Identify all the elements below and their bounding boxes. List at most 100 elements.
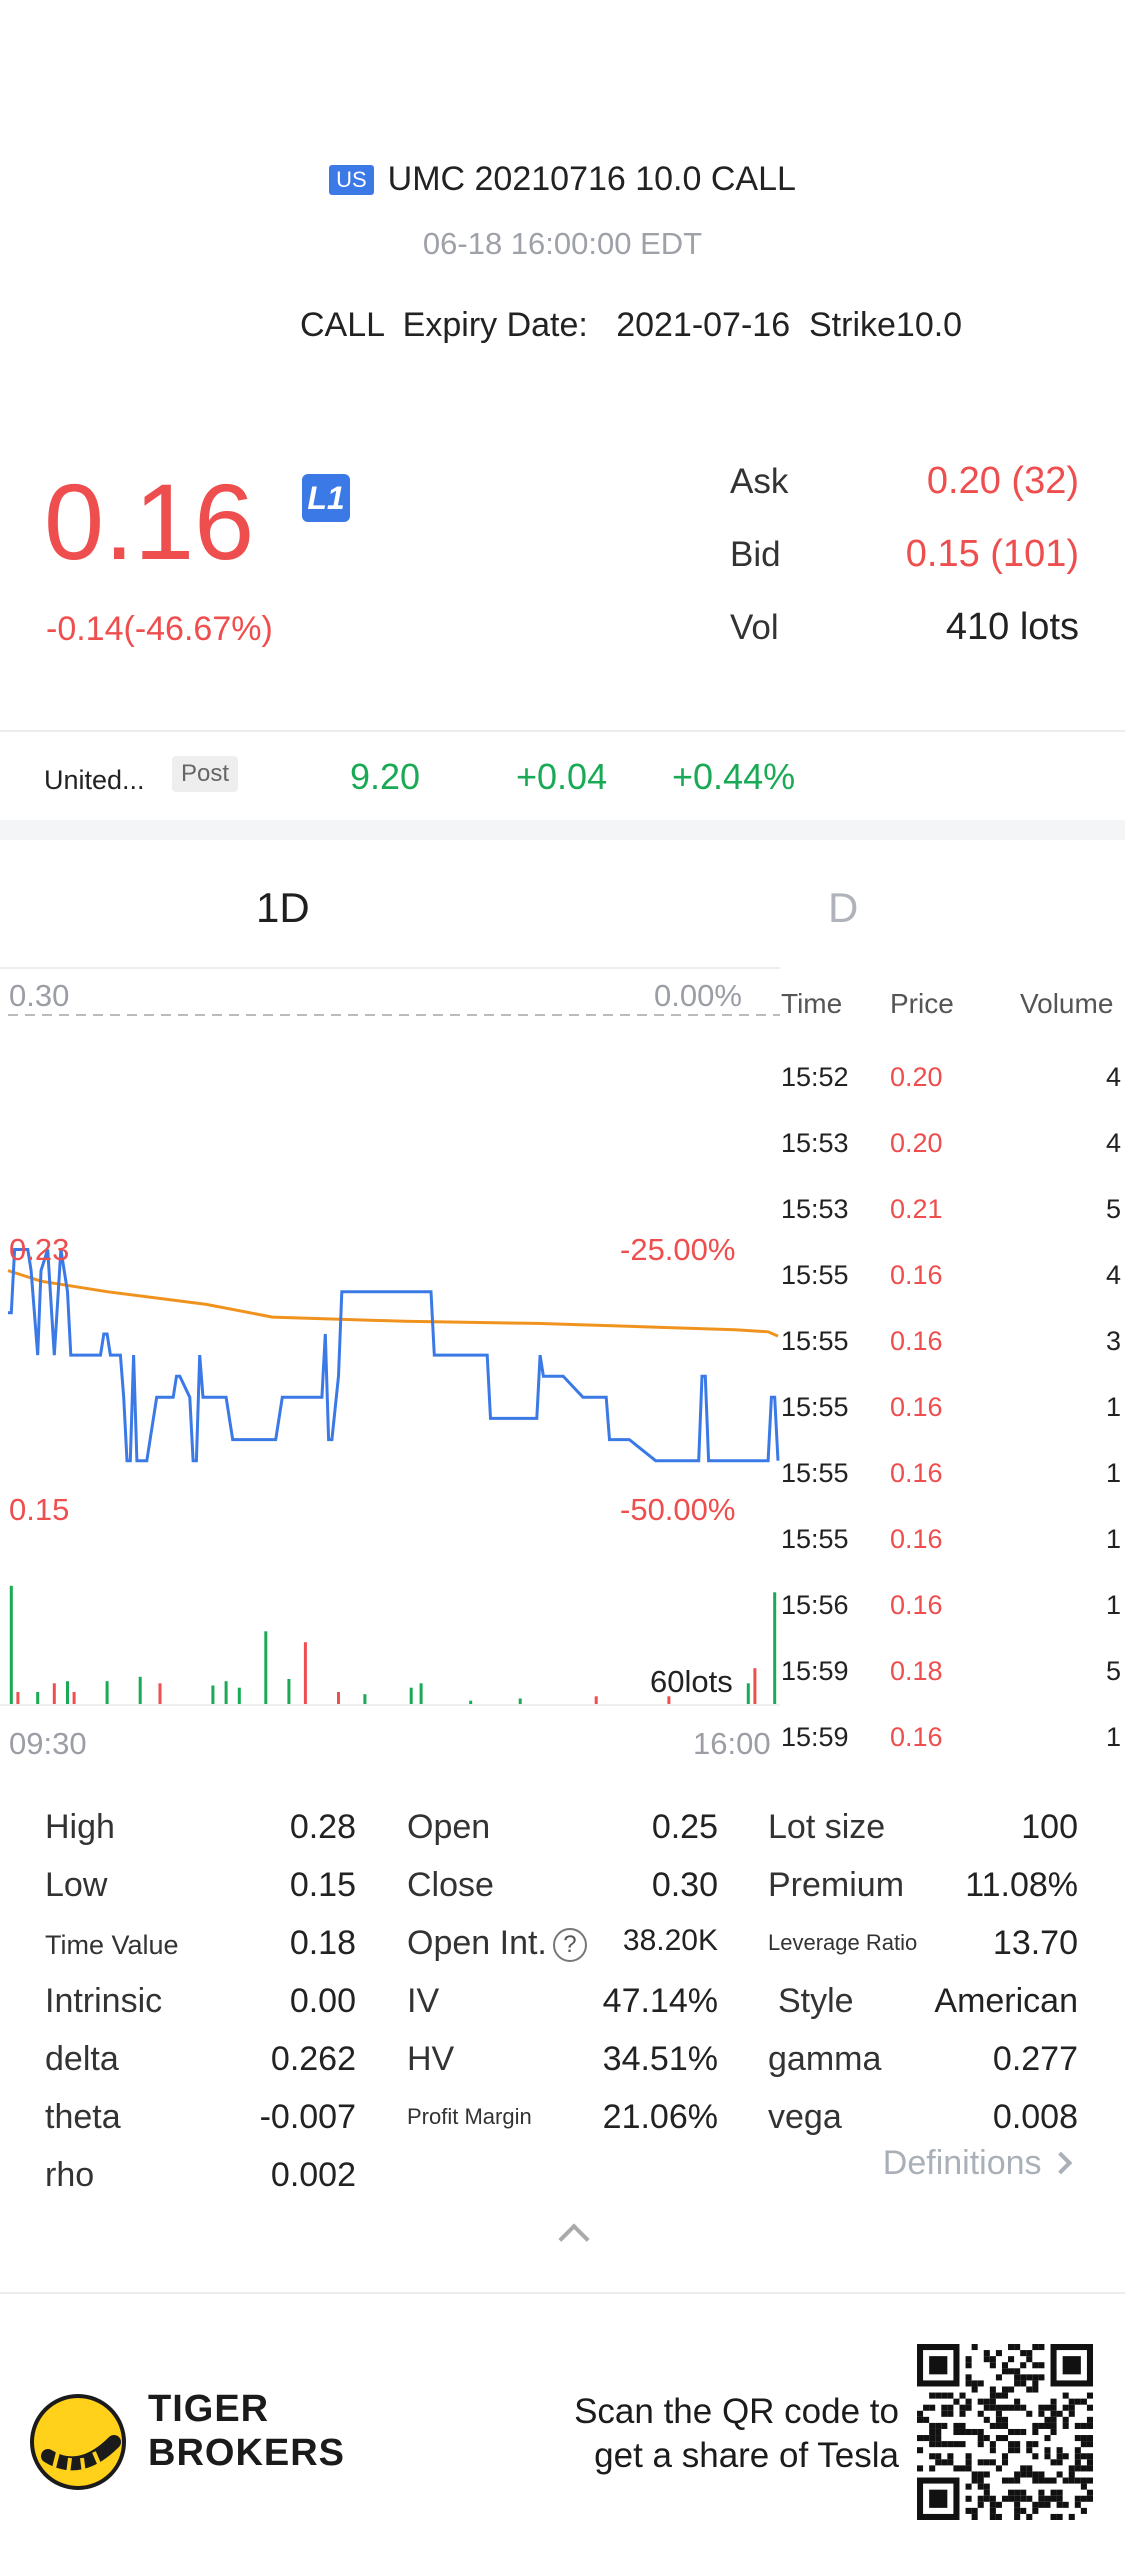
trades-header-volume: Volume: [1020, 988, 1114, 1019]
stat-label-text: IV: [407, 1982, 440, 2020]
stat-label-text: Lot size: [768, 1808, 886, 1846]
expiry-strike-info: CALL Expiry Date: 2021-07-16 Strike10.0: [300, 306, 963, 344]
section-gap: [0, 820, 1125, 840]
stat-label-text: vega: [768, 2098, 842, 2136]
promo-footer: TIGER BROKERS Scan the QR code to get a …: [0, 2296, 1125, 2554]
stat-value: 11.08%: [965, 1866, 1078, 1904]
help-icon[interactable]: ?: [552, 1928, 587, 1963]
stat-label-leverage-ratio: Leverage Ratio: [768, 1930, 917, 1956]
definitions-link[interactable]: Definitions: [883, 2144, 1073, 2183]
promo-text-line2: get a share of Tesla: [594, 2436, 899, 2475]
volume-bar: [9, 1585, 13, 1705]
volume-bar: [16, 1692, 20, 1705]
stat-label-high: High: [45, 1808, 115, 1847]
stat-label-text: Leverage Ratio: [768, 1930, 918, 1955]
stat-label-text: theta: [45, 2098, 121, 2136]
ask-label: Ask: [730, 462, 789, 501]
stat-label-text: Low: [45, 1866, 108, 1904]
trade-time: 15:52: [781, 1062, 849, 1092]
intraday-chart[interactable]: [0, 960, 782, 1760]
level1-badge[interactable]: L1: [302, 474, 350, 522]
stat-label-text: Style: [778, 1982, 854, 2020]
axis-low-pct: -50.00%: [620, 1492, 736, 1527]
stat-label-vega: vega: [768, 2098, 842, 2137]
trade-time: 15:56: [781, 1590, 849, 1620]
stat-label-hv: HV: [407, 2040, 454, 2079]
stat-label-premium: Premium: [768, 1866, 904, 1905]
tab-d[interactable]: D: [828, 884, 859, 931]
stat-value: 0.28: [289, 1808, 356, 1846]
stat-value: 13.70: [992, 1924, 1078, 1962]
divider: [0, 2292, 1125, 2294]
trade-price: 0.20: [890, 1062, 943, 1092]
chevron-up-icon[interactable]: [558, 2223, 590, 2255]
vol-label: Vol: [730, 608, 779, 647]
stat-value: 0.18: [289, 1924, 356, 1962]
underlying-change: +0.04: [516, 756, 608, 797]
stat-label-text: Time Value: [45, 1930, 179, 1960]
vol-value: 410 lots: [945, 606, 1079, 648]
price-change: -0.14(-46.67%): [46, 610, 273, 648]
divider: [0, 730, 1125, 732]
trade-volume: 1: [1105, 1722, 1121, 1752]
tab-1d[interactable]: 1D: [256, 884, 310, 931]
trade-time: 15:55: [781, 1260, 849, 1290]
stat-label-text: Open Int.: [407, 1924, 547, 1962]
volume-bars: [9, 1585, 777, 1705]
axis-mid-price: 0.23: [9, 1232, 70, 1267]
volume-bar: [138, 1676, 142, 1705]
volume-bar: [237, 1687, 241, 1705]
axis-top-pct: 0.00%: [654, 978, 742, 1013]
stat-value: 0.00: [289, 1982, 356, 2020]
stat-label-close: Close: [407, 1866, 494, 1905]
stat-label-profit-margin: Profit Margin: [407, 2104, 532, 2130]
stat-label-open-int: Open Int.?: [407, 1924, 587, 1963]
axis-time-start: 09:30: [9, 1726, 87, 1761]
stat-value: 0.277: [992, 2040, 1078, 2078]
volume-bar: [66, 1681, 69, 1705]
quote-timestamp: 06-18 16:00:00 EDT: [422, 226, 703, 261]
trade-time: 15:53: [781, 1128, 849, 1158]
trade-price: 0.21: [890, 1194, 943, 1224]
stat-value: American: [934, 1982, 1078, 2020]
stat-label-lot-size: Lot size: [768, 1808, 885, 1847]
average-price-line: [7, 1269, 779, 1338]
bid-label: Bid: [730, 535, 781, 574]
trade-price: 0.18: [890, 1656, 943, 1686]
volume-bar: [158, 1683, 162, 1705]
axis-mid-pct: -25.00%: [620, 1232, 736, 1267]
volume-bar: [363, 1694, 367, 1705]
title-row: US UMC 20210716 10.0 CALL: [0, 160, 1125, 199]
volume-bar: [773, 1592, 777, 1705]
trade-price: 0.20: [890, 1128, 943, 1158]
volume-bar: [746, 1683, 750, 1705]
trade-time: 15:55: [781, 1392, 849, 1422]
stat-label-iv: IV: [407, 1982, 439, 2021]
volume-bar: [753, 1668, 757, 1705]
trade-price: 0.16: [890, 1722, 943, 1752]
stat-label-text: gamma: [768, 2040, 882, 2078]
stat-label-text: Open: [407, 1808, 491, 1846]
underlying-change-pct: +0.44%: [672, 756, 796, 797]
stat-label-text: Premium: [768, 1866, 905, 1904]
stat-label-text: Intrinsic: [45, 1982, 163, 2020]
underlying-name[interactable]: United...: [44, 765, 145, 795]
trades-header-price: Price: [890, 988, 954, 1019]
volume-scale-label: 60lots: [650, 1664, 733, 1699]
trade-price: 0.16: [890, 1458, 943, 1488]
stat-label-text: Close: [407, 1866, 494, 1904]
stat-value: 0.002: [270, 2156, 356, 2194]
trade-price: 0.16: [890, 1590, 943, 1620]
stat-value: 34.51%: [602, 2040, 718, 2078]
bid-value: 0.15 (101): [905, 533, 1079, 575]
volume-bar: [469, 1700, 473, 1705]
volume-bar: [419, 1683, 423, 1705]
trade-volume: 1: [1105, 1458, 1121, 1488]
trade-time: 15:55: [781, 1524, 849, 1554]
trade-price: 0.16: [890, 1260, 943, 1290]
brand-name-line2: BROKERS: [148, 2432, 346, 2474]
volume-bar: [518, 1698, 522, 1705]
volume-bar: [264, 1631, 268, 1705]
trade-time: 15:55: [781, 1326, 849, 1356]
stat-value: 0.15: [289, 1866, 356, 1904]
